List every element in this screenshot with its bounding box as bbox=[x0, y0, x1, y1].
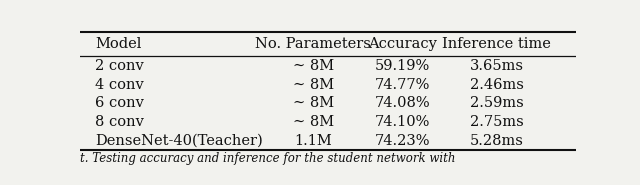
Text: 74.10%: 74.10% bbox=[374, 115, 430, 129]
Text: 5.28ms: 5.28ms bbox=[470, 134, 524, 148]
Text: Accuracy: Accuracy bbox=[368, 37, 437, 51]
Text: 59.19%: 59.19% bbox=[375, 59, 430, 73]
Text: 1.1M: 1.1M bbox=[294, 134, 332, 148]
Text: 8 conv: 8 conv bbox=[95, 115, 144, 129]
Text: 6 conv: 6 conv bbox=[95, 96, 144, 110]
Text: Model: Model bbox=[95, 37, 141, 51]
Text: 3.65ms: 3.65ms bbox=[470, 59, 524, 73]
Text: ∼ 8M: ∼ 8M bbox=[292, 59, 333, 73]
Text: DenseNet-40(Teacher): DenseNet-40(Teacher) bbox=[95, 134, 262, 148]
Text: 74.23%: 74.23% bbox=[374, 134, 430, 148]
Text: No. Parameters: No. Parameters bbox=[255, 37, 371, 51]
Text: 2 conv: 2 conv bbox=[95, 59, 143, 73]
Text: ∼ 8M: ∼ 8M bbox=[292, 115, 333, 129]
Text: 74.77%: 74.77% bbox=[374, 78, 430, 92]
Text: Inference time: Inference time bbox=[442, 37, 551, 51]
Text: t. Testing accuracy and inference for the student network with: t. Testing accuracy and inference for th… bbox=[80, 152, 456, 165]
Text: 74.08%: 74.08% bbox=[374, 96, 430, 110]
Text: 2.59ms: 2.59ms bbox=[470, 96, 524, 110]
Text: 2.46ms: 2.46ms bbox=[470, 78, 524, 92]
Text: ∼ 8M: ∼ 8M bbox=[292, 78, 333, 92]
Text: ∼ 8M: ∼ 8M bbox=[292, 96, 333, 110]
Text: 2.75ms: 2.75ms bbox=[470, 115, 524, 129]
Text: 4 conv: 4 conv bbox=[95, 78, 143, 92]
